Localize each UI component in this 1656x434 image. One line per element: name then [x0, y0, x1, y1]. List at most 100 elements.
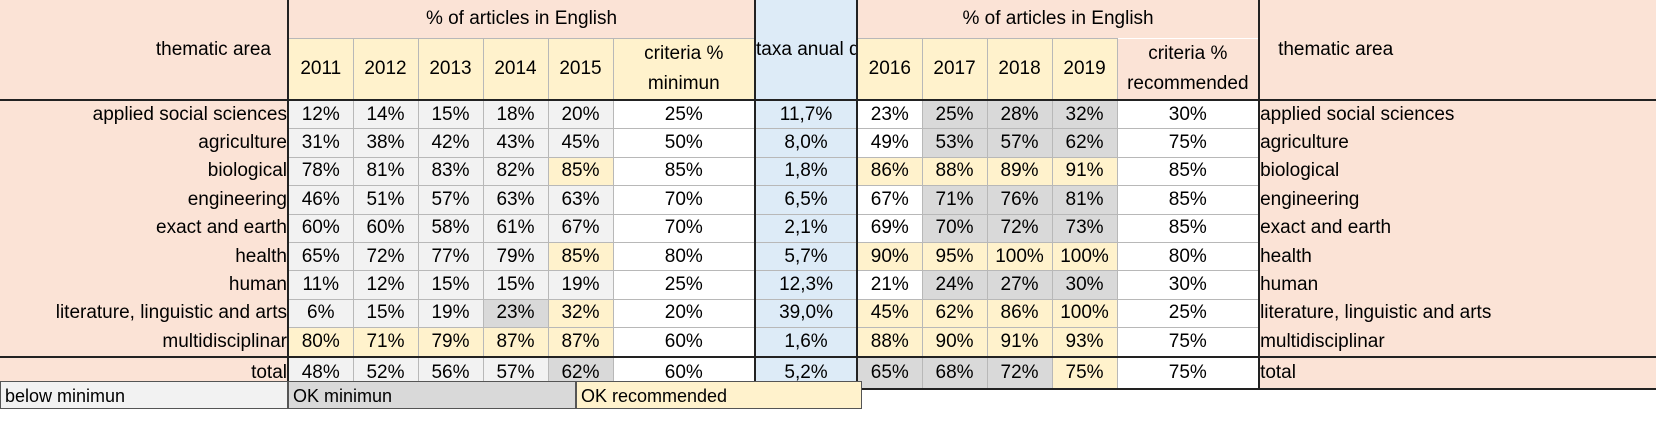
- growth-header: taxa anual de cresci-mento: [754, 0, 859, 100]
- pct-cell: 79%: [417, 327, 484, 358]
- pct-cell: 89%: [986, 156, 1053, 187]
- pct-cell: 12%: [287, 99, 354, 130]
- pct-cell: 15%: [482, 270, 549, 300]
- table-row: literature, linguistic and arts 6% 15% 19% 2…: [0, 298, 1656, 329]
- pct-cell: 27%: [986, 270, 1053, 300]
- pct-cell: 88%: [921, 156, 988, 187]
- pct-cell: 78%: [287, 156, 354, 187]
- pct-cell: 24%: [921, 270, 988, 300]
- year-header: 2016: [856, 38, 923, 101]
- pct-cell: 67%: [547, 213, 614, 243]
- pct-cell: 60%: [352, 213, 419, 243]
- criteria-rec-cell: 85%: [1116, 213, 1260, 243]
- pct-cell: 70%: [921, 213, 988, 243]
- pct-cell: 49%: [856, 128, 923, 158]
- pct-cell: 87%: [547, 327, 614, 358]
- pct-cell: 72%: [986, 355, 1053, 390]
- pct-cell: 18%: [482, 99, 549, 130]
- pct-cell: 88%: [856, 327, 923, 358]
- pct-cell: 23%: [856, 99, 923, 130]
- pct-cell: 76%: [986, 185, 1053, 215]
- pct-cell: 46%: [287, 185, 354, 215]
- growth-cell: 11,7%: [754, 99, 859, 130]
- pct-cell: 42%: [417, 128, 484, 158]
- pct-cell: 32%: [1051, 99, 1118, 130]
- thematic-area-name-right: total: [1258, 355, 1656, 390]
- criteria-rec-header: criteria % recommended: [1117, 38, 1260, 100]
- thematic-area-header-right: thematic area: [1258, 0, 1656, 100]
- table-row: biological 78% 81% 83% 82% 85% 85% 1,8% 86% 88% 89…: [0, 156, 1656, 187]
- criteria-rec-cell: 75%: [1116, 327, 1260, 358]
- pct-cell: 93%: [1051, 327, 1118, 358]
- pct-cell: 61%: [482, 213, 549, 243]
- pct-cell: 32%: [547, 298, 614, 329]
- pct-cell: 72%: [352, 241, 419, 272]
- pct-cell: 90%: [921, 327, 988, 358]
- thematic-area-name: exact and earth: [0, 214, 289, 243]
- pct-cell: 83%: [417, 156, 484, 187]
- criteria-min-cell: 20%: [612, 298, 756, 329]
- total-row: total 48% 52% 56% 57% 62% 60% 5,2% 65% 68% 72% 75% 7…: [0, 355, 1656, 390]
- thematic-area-name-right: exact and earth: [1258, 214, 1656, 243]
- pct-cell: 30%: [1051, 270, 1118, 300]
- pct-cell: 95%: [921, 241, 988, 272]
- growth-cell: 12,3%: [754, 270, 859, 300]
- pct-cell: 38%: [352, 128, 419, 158]
- pct-cell: 85%: [547, 156, 614, 187]
- criteria-rec-cell: 30%: [1116, 99, 1260, 130]
- table-row: health 65% 72% 77% 79% 85% 80% 5,7% 90% 95% 100% 10…: [0, 241, 1656, 272]
- criteria-rec-cell: 85%: [1116, 185, 1260, 215]
- table-row: engineering 46% 51% 57% 63% 63% 70% 6,5% 67% 71% 7…: [0, 185, 1656, 215]
- pct-cell: 100%: [1051, 241, 1118, 272]
- pct-cell: 90%: [856, 241, 923, 272]
- pct-cell: 87%: [482, 327, 549, 358]
- pct-cell: 71%: [352, 327, 419, 358]
- pct-cell: 20%: [547, 99, 614, 130]
- year-header: 2015: [547, 38, 614, 101]
- criteria-rec-cell: 75%: [1116, 128, 1260, 158]
- pct-english-header-a: % of articles in English: [288, 0, 756, 39]
- pct-cell: 72%: [986, 213, 1053, 243]
- pct-cell: 80%: [287, 327, 354, 358]
- pct-cell: 19%: [547, 270, 614, 300]
- pct-cell: 62%: [1051, 128, 1118, 158]
- criteria-rec-cell: 85%: [1116, 156, 1260, 187]
- pct-cell: 69%: [856, 213, 923, 243]
- pct-cell: 91%: [986, 327, 1053, 358]
- pct-cell: 65%: [287, 241, 354, 272]
- criteria-min-cell: 25%: [612, 270, 756, 300]
- growth-cell: 8,0%: [754, 128, 859, 158]
- pct-cell: 15%: [417, 270, 484, 300]
- growth-cell: 5,7%: [754, 241, 859, 272]
- pct-cell: 62%: [921, 298, 988, 329]
- criteria-rec-cell: 25%: [1116, 298, 1260, 329]
- pct-english-header-b: % of articles in English: [857, 0, 1260, 39]
- criteria-min-cell: 70%: [612, 213, 756, 243]
- table-row: human 11% 12% 15% 15% 19% 25% 12,3% 21% 24% 27% 30%…: [0, 270, 1656, 300]
- pct-cell: 51%: [352, 185, 419, 215]
- growth-cell: 6,5%: [754, 185, 859, 215]
- year-header: 2012: [352, 38, 419, 101]
- pct-cell: 28%: [986, 99, 1053, 130]
- pct-cell: 25%: [921, 99, 988, 130]
- year-header: 2017: [921, 38, 988, 101]
- table-row: applied social sciences 12% 14% 15% 18% 20% 25…: [0, 99, 1656, 130]
- pct-cell: 58%: [417, 213, 484, 243]
- criteria-min-cell: 25%: [612, 99, 756, 130]
- pct-cell: 73%: [1051, 213, 1118, 243]
- year-header: 2011: [287, 38, 354, 101]
- pct-cell: 15%: [417, 99, 484, 130]
- pct-cell: 68%: [921, 355, 988, 390]
- thematic-area-name-right: health: [1258, 242, 1656, 271]
- pct-cell: 71%: [921, 185, 988, 215]
- thematic-area-name: multidisciplinar: [0, 327, 289, 357]
- pct-cell: 81%: [352, 156, 419, 187]
- legend-below-minimum: below minimun: [0, 381, 288, 409]
- pct-cell: 79%: [482, 241, 549, 272]
- pct-cell: 91%: [1051, 156, 1118, 187]
- pct-cell: 86%: [856, 156, 923, 187]
- pct-cell: 67%: [856, 185, 923, 215]
- header-row-2: 2011 2012 2013 2014 2015 criteria % mini…: [0, 38, 1656, 101]
- year-header: 2013: [417, 38, 484, 101]
- pct-cell: 65%: [856, 355, 923, 390]
